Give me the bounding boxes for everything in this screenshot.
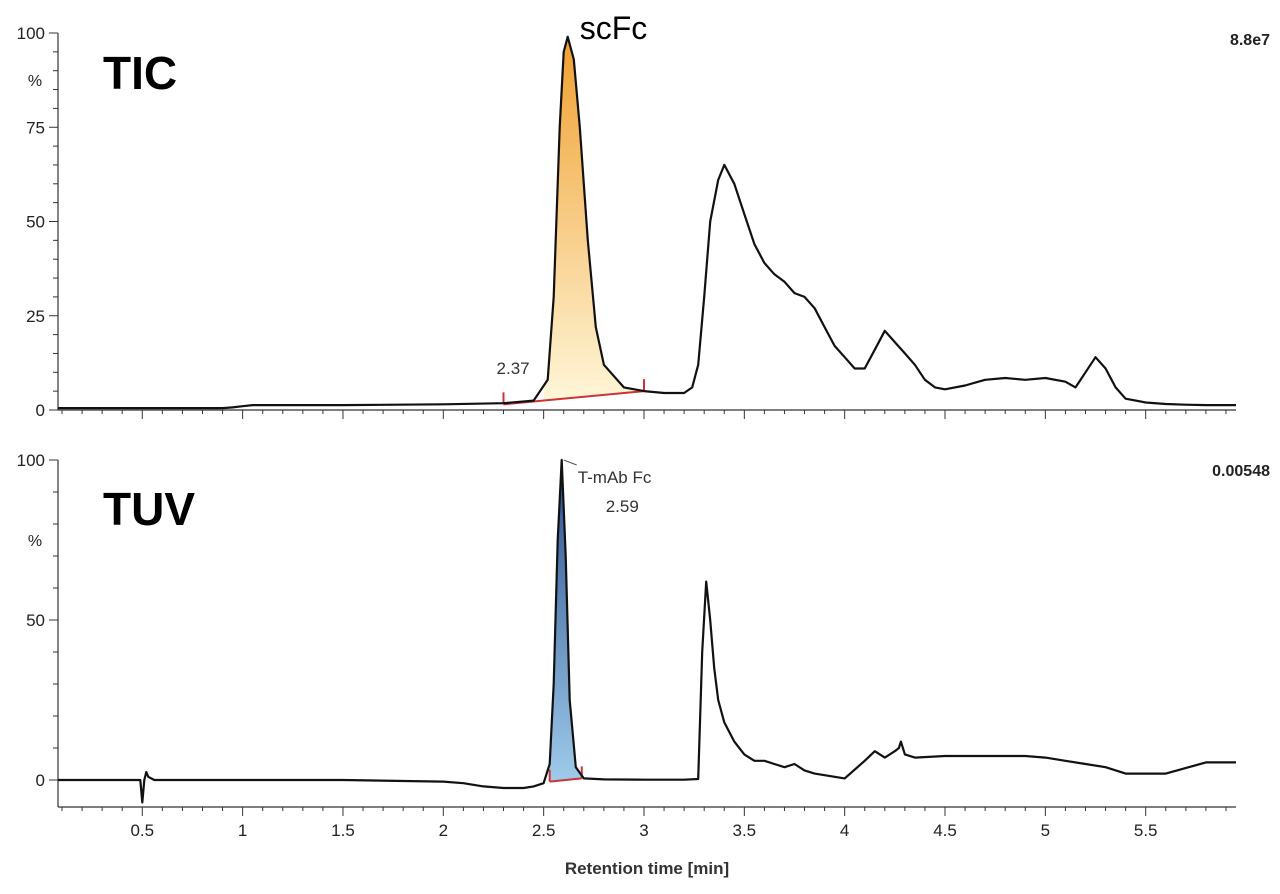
- tuv-peak-label-tmab-fc: T-mAb Fc: [578, 468, 652, 487]
- tuv-x-tick-label: 2.5: [532, 821, 556, 840]
- tic-panel-title: TIC: [103, 47, 177, 99]
- tuv-x-tick-label: 5.5: [1134, 821, 1158, 840]
- tic-retention-time-label: 2.37: [497, 359, 530, 378]
- tic-y-unit-label: %: [28, 73, 42, 90]
- tic-y-tick-label: 25: [26, 307, 45, 326]
- tuv-x-tick-label: 4.5: [933, 821, 957, 840]
- tic-plot-area: 0 25 50 75 100 scFc 2.37: [17, 10, 1236, 420]
- tuv-x-tick-label: 3: [639, 821, 648, 840]
- tuv-y-tick-label: 0: [36, 771, 45, 790]
- tuv-scale-label: 0.00548: [1212, 463, 1270, 480]
- tic-y-tick-label: 50: [26, 213, 45, 232]
- tuv-integration-baseline: [549, 777, 582, 783]
- tuv-x-tick-label: 5: [1041, 821, 1050, 840]
- tuv-x-tick-label: 0.5: [130, 821, 154, 840]
- x-axis-title: Retention time [min]: [565, 859, 729, 878]
- tuv-y-unit-label: %: [28, 533, 42, 550]
- tic-integrated-peak-area: [543, 36, 644, 401]
- tuv-x-tick-label: 3.5: [733, 821, 757, 840]
- tuv-retention-time-label: 2.59: [606, 497, 639, 516]
- tuv-series-line: [58, 458, 1236, 804]
- tuv-x-tick-label: 4: [840, 821, 849, 840]
- tuv-x-tick-label: 1.5: [331, 821, 355, 840]
- tic-y-tick-label: 0: [36, 401, 45, 420]
- tic-panel: TIC 8.8e7 % 0 25 50 75 100 scFc 2.37: [17, 10, 1270, 420]
- tuv-x-tick-label: 2: [439, 821, 448, 840]
- tic-peak-label-scfc: scFc: [580, 10, 648, 46]
- tic-y-tick-label: 100: [17, 24, 45, 43]
- tuv-y-tick-label: 50: [26, 611, 45, 630]
- tuv-panel-title: TUV: [103, 483, 195, 535]
- tuv-peak-label-leader: [563, 459, 577, 466]
- tuv-x-tick-label: 1: [238, 821, 247, 840]
- tic-y-tick-label: 75: [26, 118, 45, 137]
- tic-scale-label: 8.8e7: [1230, 32, 1270, 49]
- tuv-plot-area: 0 50 100 0.5 1 1.5 2 2.5 3 3.5 4 4.5 5 5.5 T-mAb Fc 2.5…: [17, 451, 1236, 840]
- tic-series-line: [58, 35, 1236, 410]
- tuv-panel: TUV 0.00548 % 0 50 100 0.5 1 1.5 2 2.5 3 3.5 4 4.5 5…: [17, 451, 1270, 840]
- tuv-y-tick-label: 100: [17, 451, 45, 470]
